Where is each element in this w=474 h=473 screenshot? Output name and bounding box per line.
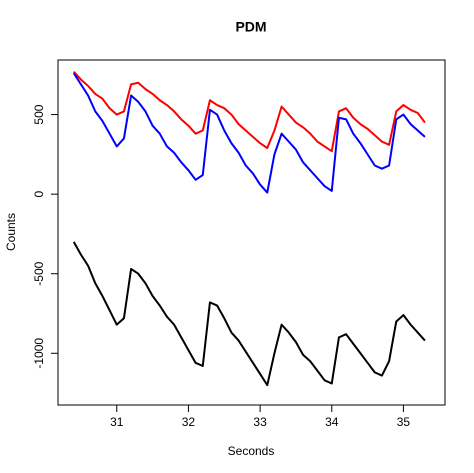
x-axis-label: Seconds (228, 444, 275, 458)
data-line (72, 241, 426, 387)
y-tick-label: -500 (32, 261, 46, 285)
y-tick-label: -1000 (32, 338, 46, 369)
y-axis-label: Counts (4, 213, 18, 251)
x-tick-label: 33 (253, 415, 267, 429)
x-tick-label: 35 (397, 415, 411, 429)
y-tick-label: 500 (32, 104, 46, 124)
data-line (72, 72, 426, 194)
x-tick-label: 34 (325, 415, 339, 429)
y-tick-label: 0 (32, 190, 46, 197)
plot-frame (57, 59, 446, 406)
x-tick-label: 32 (182, 415, 196, 429)
data-line (73, 70, 426, 153)
x-tick-label: 31 (110, 415, 124, 429)
chart-title: PDM (235, 19, 266, 35)
